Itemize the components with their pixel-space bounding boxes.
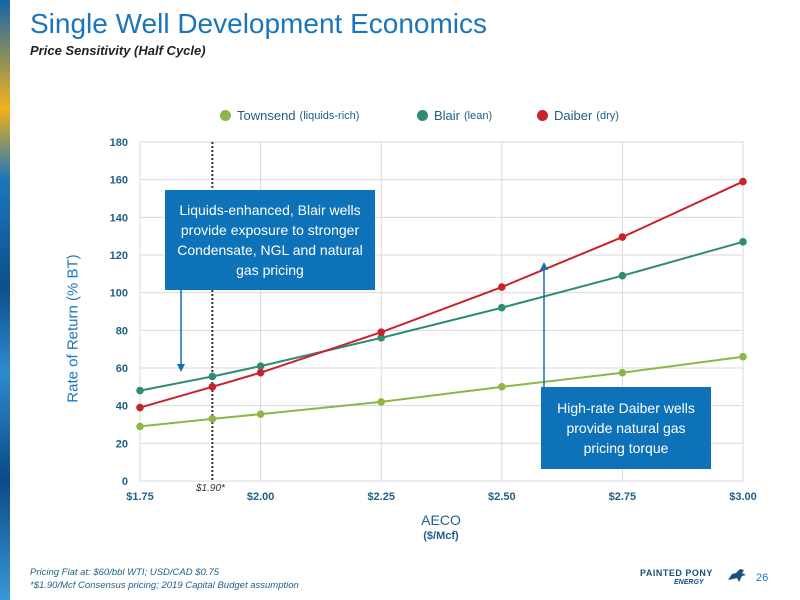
y-tick-label: 100 — [110, 288, 128, 300]
legend-item-blair: Blair (lean) — [417, 108, 492, 123]
x-axis-title: AECO — [421, 512, 461, 528]
decorative-side-band — [0, 0, 10, 600]
x-tick-label: $3.00 — [729, 491, 757, 503]
legend-label-townsend: Townsend — [237, 108, 296, 123]
data-point-townsend — [208, 415, 217, 423]
legend-label-daiber: Daiber — [554, 108, 593, 123]
data-point-blair — [256, 362, 265, 370]
footnote-consensus: *$1.90/Mcf Consensus pricing; 2019 Capit… — [30, 580, 299, 591]
data-point-blair — [377, 334, 386, 342]
x-tick-label: $2.25 — [367, 491, 395, 503]
page-subtitle: Price Sensitivity (Half Cycle) — [30, 43, 206, 58]
legend-marker-blair — [417, 110, 428, 121]
legend-note-townsend: (liquids-rich) — [299, 109, 360, 122]
x-tick-label: $2.50 — [488, 491, 516, 503]
pony-logo-icon — [728, 569, 746, 582]
data-point-townsend — [136, 422, 144, 431]
page-number: 26 — [756, 572, 769, 584]
legend-item-townsend: Townsend (liquids-rich) — [220, 108, 359, 123]
y-tick-label: 0 — [122, 476, 128, 488]
company-logo-sub: ENERGY — [674, 579, 704, 586]
data-point-blair — [498, 303, 506, 312]
data-point-daiber — [498, 283, 506, 291]
data-point-daiber — [377, 328, 386, 337]
data-point-blair — [136, 386, 144, 395]
y-tick-label: 160 — [110, 175, 128, 187]
legend-note-daiber: (dry) — [596, 109, 619, 122]
y-tick-label: 120 — [110, 250, 128, 262]
data-point-townsend — [377, 398, 386, 406]
x-axis-unit: ($/Mcf) — [423, 530, 459, 542]
data-point-daiber — [208, 383, 217, 391]
data-point-townsend — [256, 410, 265, 418]
y-tick-label: 80 — [116, 325, 128, 337]
data-point-blair — [618, 271, 627, 280]
x-tick-label: $2.75 — [609, 491, 637, 503]
y-tick-label: 40 — [116, 401, 128, 413]
legend-marker-townsend — [220, 110, 231, 121]
data-point-townsend — [739, 352, 747, 361]
y-tick-label: 180 — [110, 137, 128, 149]
consensus-price-label: $1.90* — [196, 483, 225, 494]
data-point-blair — [739, 238, 747, 246]
callout-daiber: High-rate Daiber wells provide natural g… — [541, 387, 711, 469]
data-point-daiber — [136, 403, 144, 412]
legend-item-daiber: Daiber (dry) — [537, 108, 619, 123]
callout-blair: Liquids-enhanced, Blair wells provide ex… — [165, 190, 375, 290]
footnote-pricing: Pricing Flat at: $60/bbl WTI; USD/CAD $0… — [30, 567, 220, 578]
callout-arrowhead-blair — [177, 364, 185, 372]
data-point-daiber — [739, 177, 747, 186]
chart-legend: Townsend (liquids-rich) Blair (lean) Dai… — [0, 108, 800, 126]
legend-note-blair: (lean) — [464, 109, 493, 122]
y-axis-title: Rate of Return (% BT) — [64, 254, 82, 403]
data-point-daiber — [256, 368, 265, 377]
x-tick-label: $1.75 — [126, 491, 154, 503]
callout-arrowhead-daiber — [540, 262, 548, 270]
data-point-townsend — [498, 383, 506, 391]
data-point-daiber — [618, 233, 627, 241]
legend-label-blair: Blair — [434, 108, 461, 123]
y-tick-label: 140 — [110, 212, 128, 224]
y-tick-label: 60 — [116, 363, 128, 375]
legend-marker-daiber — [537, 110, 548, 121]
x-tick-label: $2.00 — [247, 491, 275, 503]
y-tick-label: 20 — [116, 438, 128, 450]
data-point-blair — [208, 372, 217, 381]
company-logo: PAINTED PONY — [640, 568, 713, 578]
page-title: Single Well Development Economics — [30, 8, 488, 39]
data-point-townsend — [618, 368, 627, 377]
